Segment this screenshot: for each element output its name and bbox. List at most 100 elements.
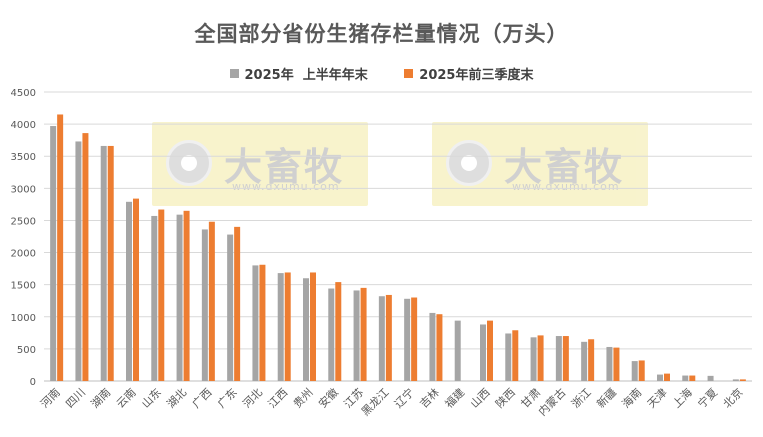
y-tick-label: 1500 xyxy=(11,281,36,292)
bar-h1 xyxy=(404,298,411,381)
bar-h1 xyxy=(176,214,183,381)
bar-h1 xyxy=(353,290,360,381)
x-tick-label: 吉林 xyxy=(417,385,442,410)
watermark-logo: 大畜牧 www.dxumu.com xyxy=(152,122,368,206)
bar-q3 xyxy=(411,297,418,381)
bar-q3 xyxy=(335,282,342,381)
bar-h1 xyxy=(303,278,309,381)
bar-q3 xyxy=(107,145,114,381)
bar-h1 xyxy=(100,145,107,381)
bar-h1 xyxy=(581,341,588,381)
x-tick-label: 广东 xyxy=(215,386,240,411)
bar-h1 xyxy=(454,320,461,381)
bar-q3 xyxy=(638,360,645,381)
bar-q3 xyxy=(487,320,493,381)
bar-h1 xyxy=(707,375,714,381)
x-tick-label: 云南 xyxy=(114,386,139,411)
bar-h1 xyxy=(201,229,208,381)
x-tick-label: 安徽 xyxy=(315,385,340,410)
legend-item-q3: 2025年前三季度末 xyxy=(404,64,533,83)
x-tick-label: 贵州 xyxy=(291,386,316,411)
bar-q3 xyxy=(82,133,89,381)
bar-q3 xyxy=(310,272,316,381)
x-tick-label: 海南 xyxy=(619,385,644,410)
watermark-site-2: www.dxumu.com xyxy=(512,180,620,193)
legend-item-h1: 2025年 上半年年末 xyxy=(229,64,368,83)
chart-legend: 2025年 上半年年末 2025年前三季度末 xyxy=(0,64,763,83)
bar-q3 xyxy=(259,264,266,381)
bar-q3 xyxy=(360,287,367,381)
x-tick-label: 湖南 xyxy=(89,386,114,411)
x-tick-label: 江西 xyxy=(266,386,291,411)
watermark-logo-2: 大畜牧 www.dxumu.com xyxy=(432,122,648,206)
watermark-brand-2: 大畜牧 xyxy=(504,145,625,189)
x-tick-label: 河南 xyxy=(38,386,63,411)
watermark-eye-icon-2 xyxy=(446,140,492,186)
legend-label-h1: 2025年 上半年年末 xyxy=(244,68,368,83)
bar-h1 xyxy=(555,336,562,381)
x-tick-label: 广西 xyxy=(190,386,215,411)
watermark-site: www.dxumu.com xyxy=(232,180,340,193)
bar-h1 xyxy=(126,201,132,381)
x-tick-label: 陕西 xyxy=(492,385,517,410)
bar-q3 xyxy=(133,198,139,381)
watermark-brand: 大畜牧 xyxy=(224,145,345,189)
bar-h1 xyxy=(530,337,537,381)
bar-h1 xyxy=(732,379,739,381)
y-tick-label: 0 xyxy=(30,377,36,388)
bar-h1 xyxy=(429,312,436,381)
bar-h1 xyxy=(75,141,82,381)
bar-h1 xyxy=(631,361,638,381)
chart-title: 全国部分省份生猪存栏量情况（万头） xyxy=(194,22,569,46)
y-tick-label: 2000 xyxy=(11,249,36,260)
bar-q3 xyxy=(385,294,392,381)
bar-q3 xyxy=(588,339,595,381)
y-tick-label: 500 xyxy=(17,345,36,356)
bar-h1 xyxy=(277,273,284,381)
bar-q3 xyxy=(562,336,569,381)
bar-h1 xyxy=(50,126,57,381)
bar-q3 xyxy=(158,209,165,381)
bar-q3 xyxy=(739,379,746,381)
bar-q3 xyxy=(183,210,190,381)
x-tick-label: 天津 xyxy=(645,386,670,411)
bar-q3 xyxy=(208,221,215,381)
bar-q3 xyxy=(689,375,696,381)
bar-q3 xyxy=(537,335,544,381)
x-tick-label: 河北 xyxy=(240,386,265,411)
y-tick-label: 4500 xyxy=(11,88,36,99)
bar-h1 xyxy=(505,333,512,381)
bar-h1 xyxy=(328,288,335,381)
y-tick-label: 3000 xyxy=(11,184,36,195)
bar-h1 xyxy=(378,296,385,381)
x-tick-label: 上海 xyxy=(669,385,694,410)
legend-swatch-h1 xyxy=(229,69,239,78)
bar-q3 xyxy=(512,330,519,381)
x-tick-label: 黑龙江 xyxy=(359,386,392,419)
x-tick-label: 内蒙古 xyxy=(535,385,568,418)
bar-h1 xyxy=(227,234,234,381)
bar-h1 xyxy=(682,375,689,381)
y-tick-label: 3500 xyxy=(11,152,36,163)
x-tick-label: 山东 xyxy=(139,386,164,411)
bar-h1 xyxy=(480,324,486,381)
bar-h1 xyxy=(606,346,613,381)
watermark-eye-icon xyxy=(166,140,212,186)
x-tick-label: 辽宁 xyxy=(391,385,416,410)
y-tick-label: 2500 xyxy=(11,216,36,227)
legend-swatch-q3 xyxy=(404,69,414,78)
x-tick-label: 北京 xyxy=(720,385,745,410)
bar-q3 xyxy=(57,114,64,381)
bar-h1 xyxy=(252,265,259,381)
bar-q3 xyxy=(234,226,241,381)
x-tick-label: 宁夏 xyxy=(695,385,720,410)
y-tick-label: 4000 xyxy=(11,120,36,131)
bar-q3 xyxy=(613,347,620,381)
bar-h1 xyxy=(657,374,663,381)
x-tick-label: 福建 xyxy=(442,385,467,410)
bar-q3 xyxy=(436,314,443,381)
x-tick-label: 新疆 xyxy=(594,385,619,410)
bar-q3 xyxy=(284,272,291,381)
